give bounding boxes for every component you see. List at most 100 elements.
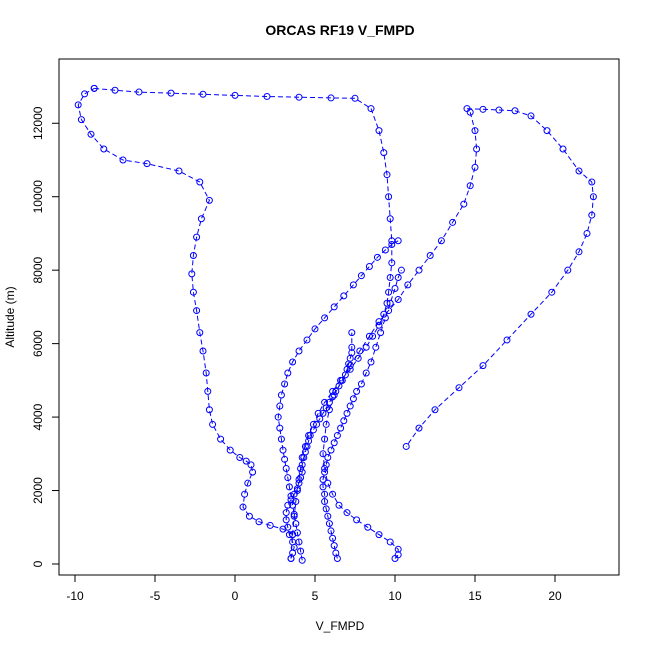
data-point: [245, 512, 253, 520]
data-point: [381, 246, 389, 254]
data-point: [236, 453, 244, 461]
data-point: [100, 145, 108, 153]
data-point: [588, 178, 596, 186]
data-point: [397, 266, 405, 274]
data-point: [298, 556, 306, 564]
data-point: [588, 211, 596, 219]
data-point: [380, 149, 388, 157]
data-point: [77, 116, 85, 124]
data-point: [111, 86, 119, 94]
data-point: [402, 442, 410, 450]
data-point: [338, 376, 346, 384]
data-point: [330, 391, 338, 399]
data-point: [87, 130, 95, 138]
series-line: [405, 108, 594, 447]
data-point: [193, 233, 201, 241]
chart-title: ORCAS RF19 V_FMPD: [265, 22, 414, 38]
data-point: [362, 343, 370, 351]
data-point: [466, 108, 474, 116]
data-point: [276, 424, 284, 432]
data-point: [330, 303, 338, 311]
x-axis-label: V_FMPD: [316, 619, 365, 633]
data-point: [295, 476, 303, 484]
data-point: [503, 336, 511, 344]
data-point: [329, 387, 337, 395]
data-point: [298, 461, 306, 469]
data-point: [297, 464, 305, 472]
data-point: [292, 520, 300, 528]
data-point: [277, 435, 285, 443]
data-point: [348, 329, 356, 337]
data-point: [319, 476, 327, 484]
data-point: [266, 521, 274, 529]
data-point: [373, 253, 381, 261]
data-point: [325, 398, 333, 406]
data-point: [333, 431, 341, 439]
data-point: [391, 554, 399, 562]
data-point: [460, 200, 468, 208]
data-point: [193, 307, 201, 315]
data-point: [284, 474, 292, 482]
x-tick-label: -5: [150, 589, 161, 603]
data-point: [356, 347, 364, 355]
data-point: [337, 424, 345, 432]
data-point: [349, 281, 357, 289]
data-point: [383, 171, 391, 179]
series-line: [322, 112, 478, 559]
data-point: [346, 402, 354, 410]
data-point: [495, 106, 503, 114]
data-point: [391, 285, 399, 293]
data-point: [364, 523, 372, 531]
plot-frame: [58, 58, 620, 576]
data-point: [295, 347, 303, 355]
data-point: [311, 325, 319, 333]
data-point: [199, 90, 207, 98]
y-tick-label: 8000: [31, 257, 45, 284]
data-point: [375, 318, 383, 326]
data-point: [239, 503, 247, 511]
x-tick-label: 10: [388, 589, 402, 603]
data-point: [362, 369, 370, 377]
data-point: [564, 266, 572, 274]
data-point: [196, 329, 204, 337]
data-point: [249, 468, 257, 476]
data-point: [293, 529, 301, 537]
data-point: [332, 549, 340, 557]
data-point: [426, 251, 434, 259]
data-point: [365, 332, 373, 340]
data-point: [367, 105, 375, 113]
data-point: [189, 251, 197, 259]
data-point: [385, 193, 393, 201]
data-point: [217, 435, 225, 443]
data-point: [197, 215, 205, 223]
data-point: [81, 90, 89, 98]
data-point: [284, 501, 292, 509]
data-point: [343, 409, 351, 417]
y-tick-label: 4000: [31, 403, 45, 430]
data-point: [244, 479, 252, 487]
data-point: [319, 409, 327, 417]
data-point: [431, 406, 439, 414]
data-point: [324, 479, 332, 487]
data-point: [74, 101, 82, 109]
data-point: [365, 263, 373, 271]
data-point: [394, 296, 402, 304]
data-point: [322, 461, 330, 469]
data-point: [351, 94, 359, 102]
data-point: [321, 398, 329, 406]
data-point: [346, 362, 354, 370]
data-point: [321, 435, 329, 443]
y-axis-label: Altitude (m): [3, 286, 17, 347]
data-point: [276, 402, 284, 410]
data-point: [189, 288, 197, 296]
data-point: [205, 196, 213, 204]
data-point: [324, 453, 332, 461]
data-point: [329, 534, 337, 542]
data-point: [559, 145, 567, 153]
data-point: [295, 538, 303, 546]
data-point: [394, 237, 402, 245]
data-point: [305, 431, 313, 439]
data-point: [335, 501, 343, 509]
data-point: [175, 167, 183, 175]
series-layer: [74, 84, 597, 564]
